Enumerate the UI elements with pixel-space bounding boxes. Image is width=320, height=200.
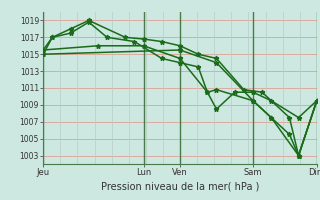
X-axis label: Pression niveau de la mer( hPa ): Pression niveau de la mer( hPa )	[101, 181, 259, 191]
